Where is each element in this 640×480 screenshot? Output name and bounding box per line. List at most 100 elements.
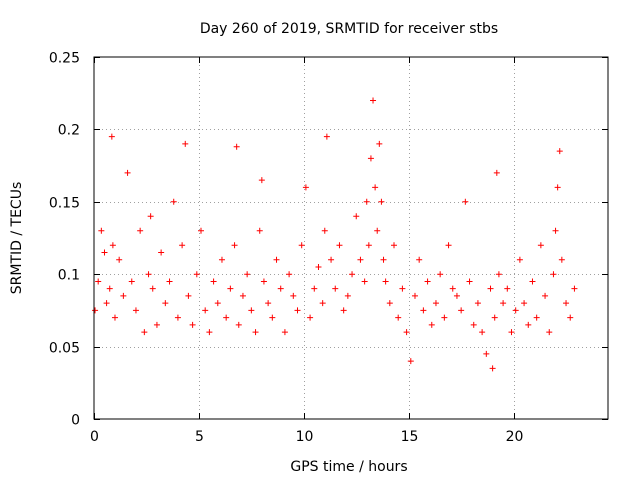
data-point: [141, 329, 148, 336]
data-point: [239, 292, 246, 299]
data-point: [294, 307, 301, 314]
data-point: [298, 242, 305, 249]
data-point: [223, 314, 230, 321]
data-point: [512, 307, 519, 314]
data-point: [307, 314, 314, 321]
data-point: [372, 184, 379, 191]
data-point: [277, 285, 284, 292]
data-series-srmtid: [92, 97, 578, 372]
data-point: [349, 271, 356, 278]
data-point: [108, 133, 115, 140]
data-point: [403, 329, 410, 336]
data-point: [315, 263, 322, 270]
data-point: [132, 307, 139, 314]
data-point: [411, 292, 418, 299]
data-point: [500, 300, 507, 307]
x-tick-label: 0: [90, 429, 99, 445]
data-point: [558, 256, 565, 263]
data-point: [210, 278, 217, 285]
data-point: [189, 321, 196, 328]
data-point: [491, 314, 498, 321]
data-point: [128, 278, 135, 285]
data-point: [233, 143, 240, 150]
data-point: [504, 285, 511, 292]
data-point: [395, 314, 402, 321]
y-tick-label: 0.1: [58, 268, 80, 284]
data-point: [453, 292, 460, 299]
data-point: [321, 227, 328, 234]
data-point: [103, 300, 110, 307]
data-point: [563, 300, 570, 307]
data-point: [382, 278, 389, 285]
data-point: [363, 198, 370, 205]
data-point: [336, 242, 343, 249]
data-point: [202, 307, 209, 314]
data-point: [525, 321, 532, 328]
data-point: [550, 271, 557, 278]
data-point: [197, 227, 204, 234]
data-point: [552, 227, 559, 234]
data-point: [147, 213, 154, 220]
data-point: [340, 307, 347, 314]
data-point: [109, 242, 116, 249]
data-point: [365, 242, 372, 249]
data-point: [479, 329, 486, 336]
data-point: [116, 256, 123, 263]
data-point: [374, 227, 381, 234]
data-point: [533, 314, 540, 321]
data-point: [487, 285, 494, 292]
x-tick-label: 5: [195, 429, 204, 445]
data-point: [489, 365, 496, 372]
data-point: [185, 292, 192, 299]
data-point: [542, 292, 549, 299]
data-point: [441, 314, 448, 321]
x-tick-label: 20: [506, 429, 524, 445]
data-point: [428, 321, 435, 328]
data-point: [437, 271, 444, 278]
y-axis-label: SRMTID / TECUs: [9, 182, 25, 295]
data-point: [179, 242, 186, 249]
data-point: [258, 177, 265, 184]
data-point: [370, 97, 377, 104]
data-point: [290, 292, 297, 299]
data-point: [214, 300, 221, 307]
data-point: [256, 227, 263, 234]
data-point: [244, 271, 251, 278]
data-point: [153, 321, 160, 328]
data-point: [92, 307, 99, 314]
data-point: [273, 256, 280, 263]
data-point: [106, 285, 113, 292]
data-point: [248, 307, 255, 314]
data-point: [120, 292, 127, 299]
data-point: [546, 329, 553, 336]
data-point: [328, 256, 335, 263]
data-point: [265, 300, 272, 307]
data-point: [227, 285, 234, 292]
data-point: [567, 314, 574, 321]
data-point: [158, 249, 165, 256]
data-point: [170, 198, 177, 205]
data-point: [95, 278, 102, 285]
data-point: [357, 256, 364, 263]
data-point: [399, 285, 406, 292]
data-point: [145, 271, 152, 278]
plot-frame: [93, 56, 609, 420]
data-point: [516, 256, 523, 263]
data-point: [137, 227, 144, 234]
y-tick-label: 0.2: [58, 123, 80, 139]
data-point: [529, 278, 536, 285]
data-point: [470, 321, 477, 328]
data-point: [323, 133, 330, 140]
data-point: [162, 300, 169, 307]
data-point: [432, 300, 439, 307]
data-point: [556, 148, 563, 155]
gridlines: [94, 57, 608, 419]
data-point: [101, 249, 108, 256]
data-point: [231, 242, 238, 249]
data-point: [380, 256, 387, 263]
data-point: [252, 329, 259, 336]
data-point: [483, 350, 490, 357]
data-point: [521, 300, 528, 307]
data-point: [466, 278, 473, 285]
